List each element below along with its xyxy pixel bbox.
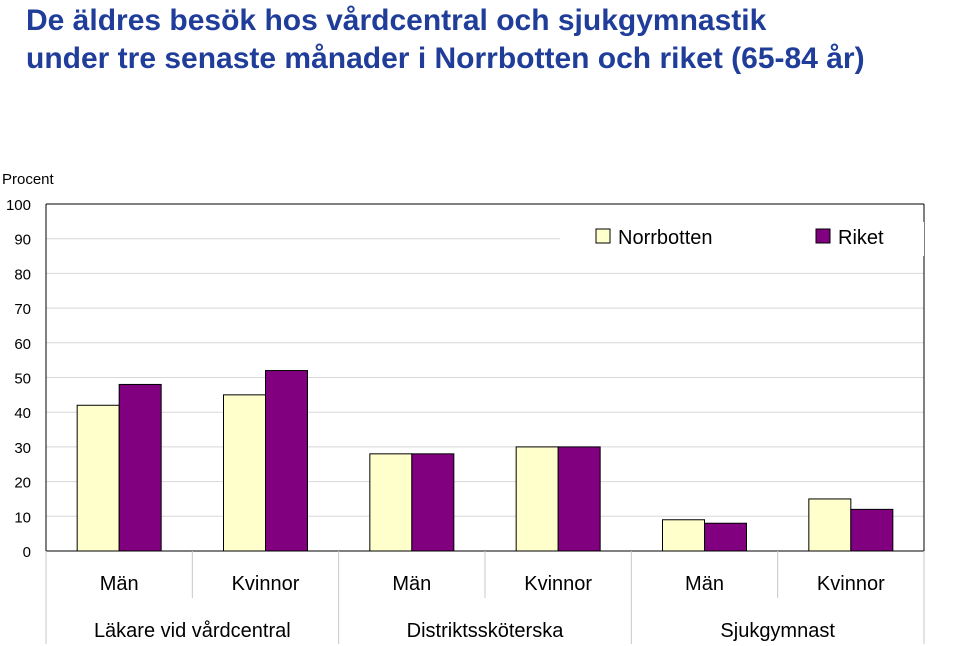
y-tick-label: 80: [14, 266, 31, 283]
x-tick-label: Kvinnor: [524, 573, 592, 595]
chart-title-line-1: De äldres besök hos vårdcentral och sjuk…: [26, 4, 767, 37]
gridlines: [46, 203, 924, 517]
legend-label-riket: Riket: [838, 227, 884, 249]
y-axis-label: Procent: [2, 171, 55, 188]
bar-norrbotten: [76, 404, 120, 552]
bar-norrbotten: [369, 453, 413, 552]
y-tick-label: 30: [14, 440, 31, 457]
y-tick-label: 40: [14, 405, 31, 422]
y-tick-label: 50: [14, 371, 31, 388]
bars: [76, 370, 894, 552]
y-tick-label: 10: [14, 509, 31, 526]
legend-label-norrbotten: Norrbotten: [618, 227, 713, 249]
y-tick-label: 90: [14, 232, 31, 249]
y-tick-label: 60: [14, 336, 31, 353]
chart-title: De äldres besök hos vårdcentral och sjuk…: [26, 2, 956, 78]
bar-riket: [411, 453, 455, 552]
y-tick-label: 70: [14, 301, 31, 318]
axes: 0 10 20 30 40 50 60 70 80 90 100 Män Kvinnor Män Kvinn…: [6, 197, 925, 644]
bar-norrbotten: [808, 498, 852, 552]
x-tick-label: Män: [392, 573, 431, 595]
bar-norrbotten: [662, 519, 705, 552]
bar-riket: [265, 370, 308, 552]
bar-norrbotten: [223, 394, 266, 552]
x-group-label: Sjukgymnast: [720, 620, 835, 642]
x-tick-label: Kvinnor: [817, 573, 885, 595]
bar-norrbotten: [515, 446, 559, 552]
legend: Norrbotten Riket: [560, 222, 924, 256]
bar-riket: [118, 383, 162, 552]
bar-riket: [557, 446, 601, 552]
legend-swatch-riket: [815, 228, 831, 244]
y-tick-label: 0: [23, 544, 31, 561]
legend-swatch-norrbotten: [595, 228, 611, 244]
x-group-label: Läkare vid vårdcentral: [94, 620, 291, 642]
x-tick-label: Män: [685, 573, 724, 595]
y-tick-label: 100: [6, 197, 31, 214]
x-tick-label: Kvinnor: [232, 573, 300, 595]
x-group-label: Distriktssköterska: [407, 620, 565, 642]
x-tick-label: Män: [100, 573, 139, 595]
bar-riket: [850, 508, 894, 552]
y-tick-label: 20: [14, 475, 31, 492]
chart-title-line-2: under tre senaste månader i Norrbotten o…: [26, 42, 865, 75]
legend-background: [560, 222, 924, 256]
bar-riket: [704, 522, 747, 552]
